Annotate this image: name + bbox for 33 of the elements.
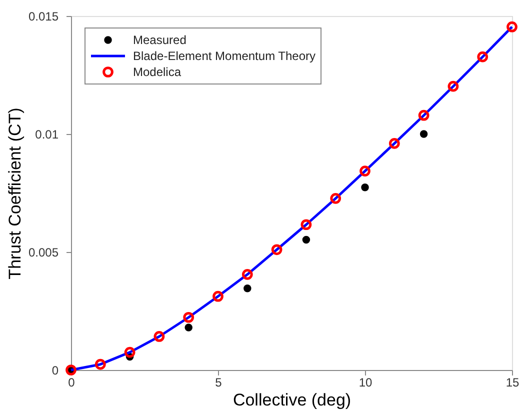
legend-label: Measured (133, 33, 186, 47)
point (244, 284, 252, 292)
point (183, 312, 194, 323)
point (506, 21, 518, 32)
point (212, 290, 224, 302)
point (302, 236, 310, 244)
y-tick-label: 0 (52, 364, 59, 378)
point (477, 51, 488, 62)
point (184, 324, 192, 332)
point (154, 331, 165, 342)
point (242, 268, 253, 280)
x-tick-label: 5 (215, 376, 222, 390)
x-tick-label: 0 (68, 376, 76, 390)
legend-label: Blade-Element Momentum Theory (133, 49, 316, 63)
y-tick-label: 0.01 (35, 128, 59, 142)
point (330, 193, 342, 204)
point (124, 346, 136, 358)
point (448, 80, 459, 92)
point (360, 166, 370, 176)
y-tick-label: 0.005 (28, 246, 59, 260)
y-tick-label: 0.015 (28, 10, 59, 24)
legend-label: Modelica (133, 65, 182, 79)
point (271, 244, 282, 256)
x-tick-label: 15 (506, 376, 520, 390)
point (94, 358, 106, 370)
point (388, 138, 400, 149)
x-tick-label: 10 (358, 376, 372, 390)
x-axis-title: Collective (deg) (232, 390, 352, 410)
point (300, 219, 312, 230)
point (420, 130, 428, 138)
point (361, 183, 369, 192)
point (418, 110, 430, 121)
y-axis-title: Thrust Coefficient (CT) (5, 108, 24, 280)
